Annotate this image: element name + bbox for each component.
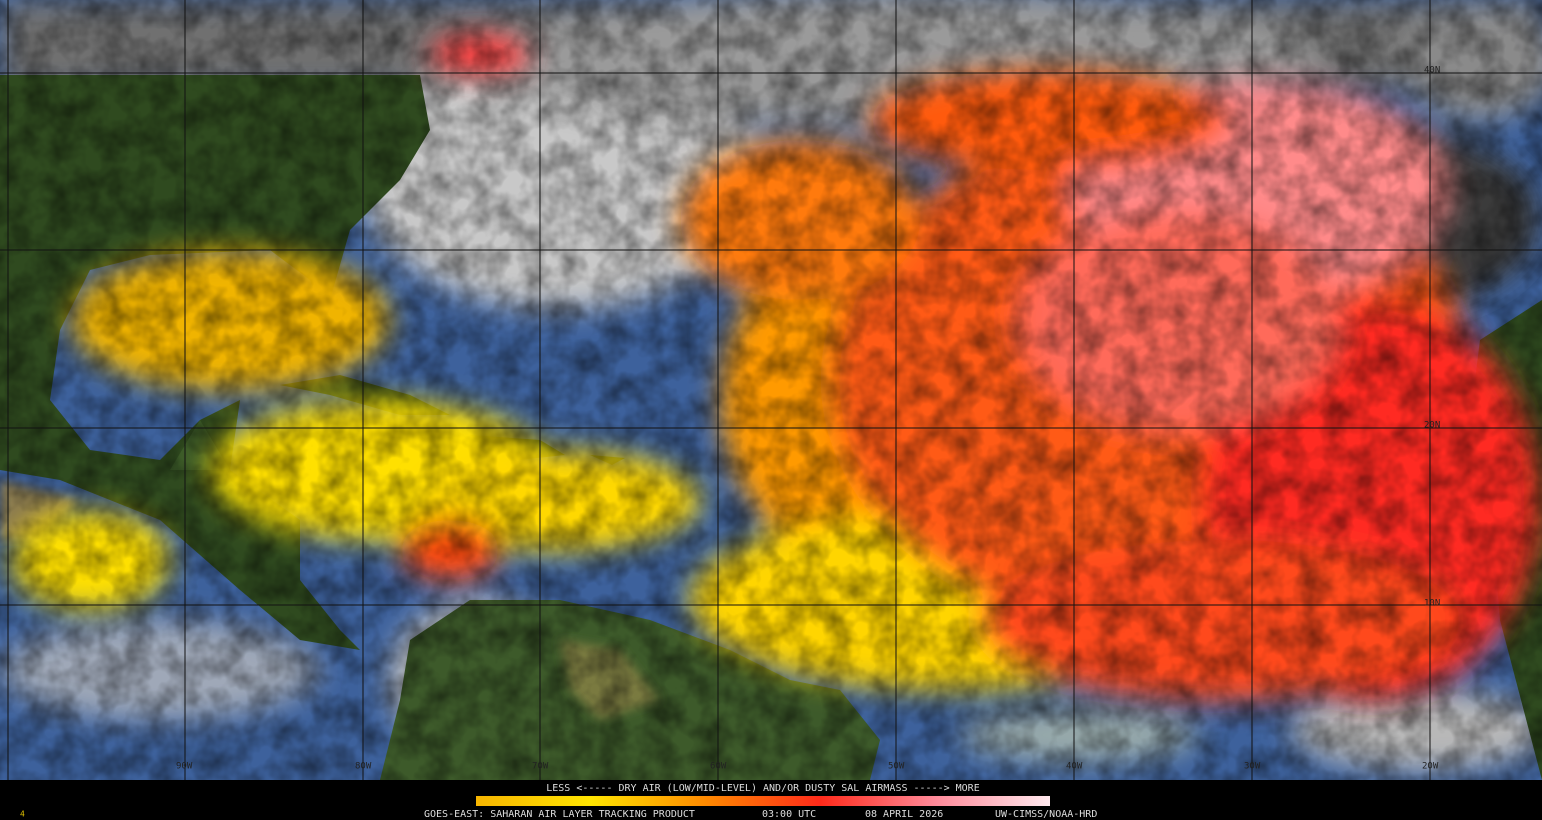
lon-label: 60W bbox=[710, 762, 727, 772]
texture bbox=[0, 0, 1542, 780]
imagery bbox=[0, 0, 1542, 780]
date: 08 APRIL 2026 bbox=[865, 809, 943, 820]
lon-label: 40W bbox=[1066, 762, 1083, 772]
legend-caption: LESS <----- DRY AIR (LOW/MID-LEVEL) AND/… bbox=[546, 783, 979, 794]
lat-label: 10N bbox=[1424, 599, 1440, 609]
product-name: GOES-EAST: SAHARAN AIR LAYER TRACKING PR… bbox=[424, 809, 695, 820]
lat-label: 40N bbox=[1424, 66, 1440, 76]
frame-number: 4 bbox=[20, 810, 25, 819]
time: 03:00 UTC bbox=[762, 809, 816, 820]
graticule bbox=[0, 0, 1542, 780]
color-scale bbox=[476, 796, 1050, 806]
longitude-labels: 90W 80W 70W 60W 50W 40W 30W 20W bbox=[176, 762, 1439, 772]
lon-label: 90W bbox=[176, 762, 193, 772]
lon-label: 30W bbox=[1244, 762, 1261, 772]
lon-label: 80W bbox=[355, 762, 372, 772]
credit: UW-CIMSS/NOAA-HRD bbox=[995, 809, 1097, 820]
lon-label: 70W bbox=[532, 762, 549, 772]
lon-label: 50W bbox=[888, 762, 905, 772]
lat-label: 20N bbox=[1424, 421, 1440, 431]
legend-bar: LESS <----- DRY AIR (LOW/MID-LEVEL) AND/… bbox=[0, 780, 1542, 820]
latitude-labels: 40N 20N 10N bbox=[1424, 66, 1440, 609]
lon-label: 20W bbox=[1422, 762, 1439, 772]
